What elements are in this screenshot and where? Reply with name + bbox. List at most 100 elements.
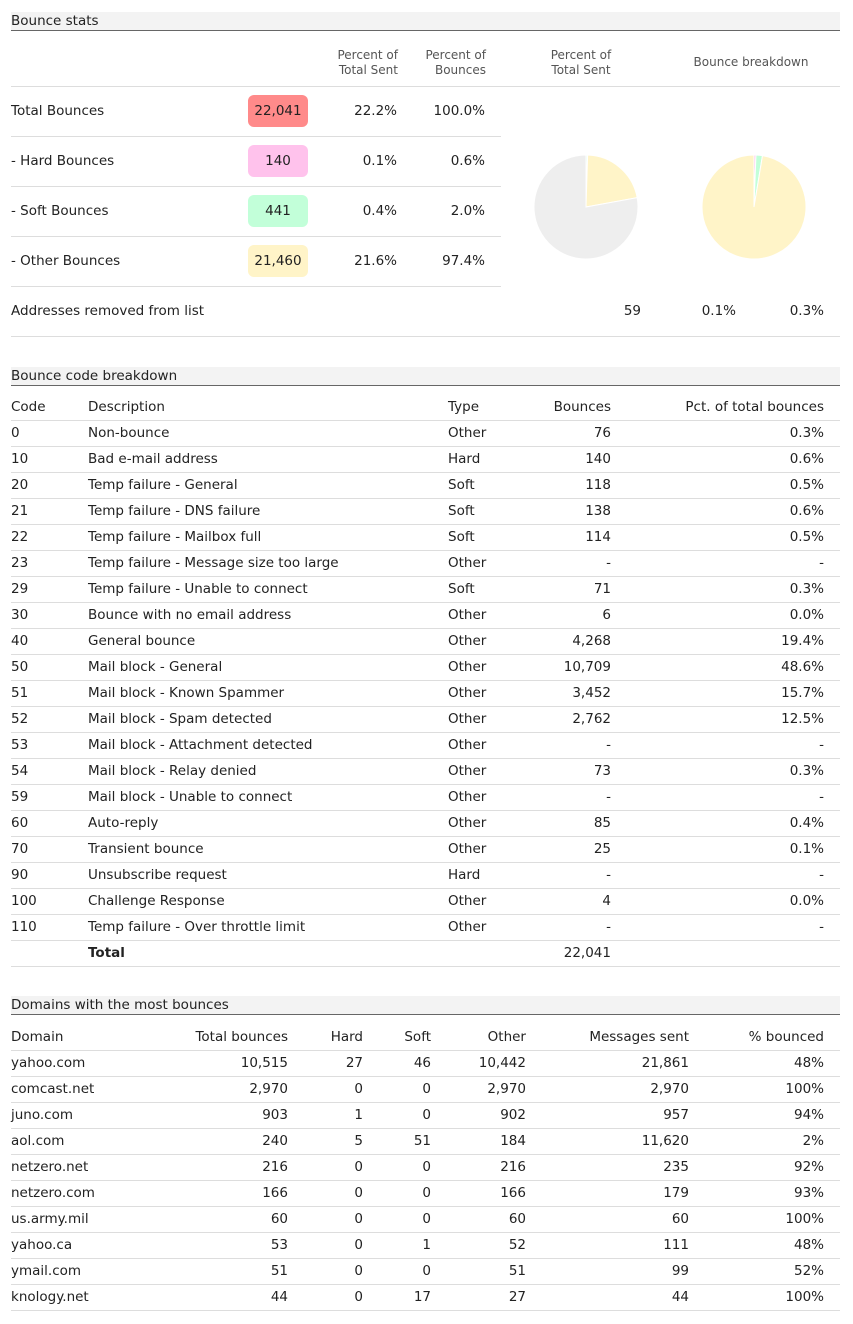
description-cell: Temp failure - Mailbox full: [88, 529, 262, 545]
table-row: 90 Unsubscribe request Hard - -: [11, 863, 840, 889]
bounces-cell: 76: [593, 425, 611, 441]
stats-row: - Other Bounces 21,460 21.6% 97.4%: [11, 237, 501, 287]
bounces-cell: 3,452: [572, 685, 611, 701]
type-cell: Other: [448, 685, 487, 701]
bounces-cell: 73: [593, 763, 611, 779]
code-cell: 51: [11, 685, 29, 701]
domain-cell: netzero.com: [11, 1185, 95, 1201]
type-cell: Other: [448, 893, 487, 909]
description-cell: Mail block - Spam detected: [88, 711, 272, 727]
description-cell: Mail block - Attachment detected: [88, 737, 313, 753]
bounce-stats-title: Bounce stats: [11, 12, 840, 31]
bounces-cell: 71: [593, 581, 611, 597]
code-cell: 52: [11, 711, 29, 727]
code-cell: 21: [11, 503, 29, 519]
stats-row: Addresses removed from list 59 0.1% 0.3%: [11, 287, 840, 337]
column-header: % bounced: [748, 1029, 824, 1045]
bounces-cell: 2,762: [572, 711, 611, 727]
sent-cell: 2,970: [650, 1081, 689, 1097]
soft-cell: 0: [422, 1263, 431, 1279]
code-cell: 53: [11, 737, 29, 753]
type-cell: Other: [448, 737, 487, 753]
total-cell: 60: [270, 1211, 288, 1227]
code-cell: 110: [11, 919, 37, 935]
value-badge: 22,041: [248, 95, 308, 127]
pct-cell: 100%: [785, 1081, 824, 1097]
type-cell: Soft: [448, 529, 475, 545]
code-cell: 29: [11, 581, 29, 597]
bounces-cell: 25: [593, 841, 611, 857]
divider: [11, 86, 840, 87]
sent-cell: 179: [663, 1185, 689, 1201]
pct-bounces: 2.0%: [450, 203, 485, 219]
domain-cell: us.army.mil: [11, 1211, 89, 1227]
sent-cell: 957: [663, 1107, 689, 1123]
total-cell: 216: [262, 1159, 288, 1175]
pct-cell: 100%: [785, 1211, 824, 1227]
table-row: 21 Temp failure - DNS failure Soft 138 0.6%: [11, 499, 840, 525]
sent-cell: 99: [671, 1263, 689, 1279]
header-pct-bounces: Percent of Bounces: [425, 48, 486, 77]
table-row: 22 Temp failure - Mailbox full Soft 114 0.5%: [11, 525, 840, 551]
description-cell: General bounce: [88, 633, 196, 649]
stats-label: Total Bounces: [11, 103, 105, 119]
pct-cell: -: [819, 789, 824, 805]
type-cell: Other: [448, 919, 487, 935]
pct-cell: 48%: [793, 1055, 824, 1071]
code-cell: 50: [11, 659, 29, 675]
pie-slice-other: [701, 154, 807, 260]
pct-cell: 0.3%: [789, 425, 824, 441]
code-cell: 60: [11, 815, 29, 831]
bounces-cell: -: [606, 919, 611, 935]
total-cell: 10,515: [240, 1055, 288, 1071]
bounces-cell: 4,268: [572, 633, 611, 649]
type-cell: Other: [448, 607, 487, 623]
type-cell: Other: [448, 763, 487, 779]
pct-bounces: 97.4%: [442, 253, 485, 269]
sent-cell: 235: [663, 1159, 689, 1175]
table-row: 0 Non-bounce Other 76 0.3%: [11, 421, 840, 447]
other-cell: 216: [500, 1159, 526, 1175]
header-pct-sent: Percent of Total Sent: [337, 48, 398, 77]
column-header: Hard: [330, 1029, 363, 1045]
pct-sent: 0.1%: [362, 153, 397, 169]
pct-cell: -: [819, 919, 824, 935]
other-cell: 60: [508, 1211, 526, 1227]
description-cell: Temp failure - Over throttle limit: [88, 919, 306, 935]
total-cell: 240: [262, 1133, 288, 1149]
type-cell: Other: [448, 815, 487, 831]
type-cell: Soft: [448, 581, 475, 597]
other-cell: 184: [500, 1133, 526, 1149]
total-cell: 53: [270, 1237, 288, 1253]
column-header: Soft: [404, 1029, 431, 1045]
soft-cell: 51: [413, 1133, 431, 1149]
description-cell: Temp failure - Message size too large: [88, 555, 339, 571]
description-cell: Bad e-mail address: [88, 451, 218, 467]
divider: [501, 336, 840, 337]
table-row: yahoo.ca 53 0 1 52 111 48%: [11, 1233, 840, 1259]
value-badge: 21,460: [248, 245, 308, 277]
description-cell: Transient bounce: [88, 841, 204, 857]
pct-sent: 21.6%: [354, 253, 397, 269]
stats-label: - Hard Bounces: [11, 153, 115, 169]
table-row: 70 Transient bounce Other 25 0.1%: [11, 837, 840, 863]
stats-label: - Other Bounces: [11, 253, 121, 269]
hard-cell: 0: [354, 1237, 363, 1253]
total-cell: 51: [270, 1263, 288, 1279]
description-cell: Bounce with no email address: [88, 607, 292, 623]
column-header: Messages sent: [589, 1029, 689, 1045]
total-row: Total 22,041: [11, 941, 840, 967]
pct-cell: -: [819, 737, 824, 753]
type-cell: Soft: [448, 477, 475, 493]
header-pie2: Bounce breakdown: [693, 55, 809, 69]
table-row: 59 Mail block - Unable to connect Other - -: [11, 785, 840, 811]
description-cell: Non-bounce: [88, 425, 170, 441]
bounces-cell: 4: [602, 893, 611, 909]
pct-cell: 0.3%: [789, 581, 824, 597]
stats-row: - Hard Bounces 140 0.1% 0.6%: [11, 137, 501, 187]
soft-cell: 46: [413, 1055, 431, 1071]
domain-cell: yahoo.com: [11, 1055, 86, 1071]
other-cell: 2,970: [487, 1081, 526, 1097]
type-cell: Other: [448, 555, 487, 571]
description-cell: Temp failure - DNS failure: [88, 503, 261, 519]
